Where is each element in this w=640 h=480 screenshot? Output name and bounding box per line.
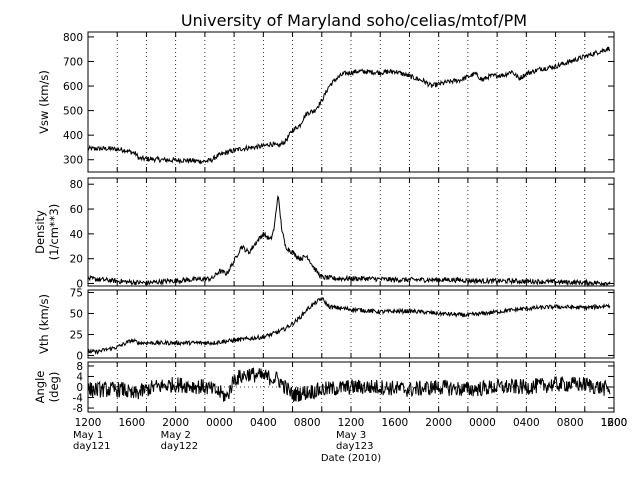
y-tick-label-density: 80 <box>70 179 83 191</box>
x-tick-label: 1600 <box>601 417 628 429</box>
date-label-day: day123 <box>336 441 373 452</box>
x-tick-label: 1200 <box>601 417 628 429</box>
y-axis-label-vsw: Vsw (km/s) <box>37 70 51 134</box>
x-tick-label: 0800 <box>557 417 584 429</box>
y-tick-label-angle: 4 <box>76 371 83 383</box>
y-tick-label-vsw: 500 <box>63 106 83 118</box>
chart-title: University of Maryland soho/celias/mtof/… <box>181 11 527 30</box>
y-tick-label-vsw: 400 <box>63 130 83 142</box>
x-tick-label: 1200 <box>338 417 365 429</box>
y-axis-label-density: (1/cm**3) <box>47 204 61 261</box>
y-axis-label-angle: Angle <box>33 371 47 404</box>
date-label-month: May 1 <box>73 430 103 441</box>
y-axis-label-angle: (deg) <box>47 372 61 403</box>
y-tick-label-vsw: 700 <box>63 56 83 68</box>
x-tick-label: 0000 <box>469 417 496 429</box>
date-label-day: day122 <box>161 441 198 452</box>
x-tick-label: 0400 <box>250 417 277 429</box>
date-label-month: May 2 <box>161 430 191 441</box>
y-axis-label-vth: Vth (km/s) <box>37 294 51 354</box>
x-tick-label: 1600 <box>381 417 408 429</box>
y-tick-label-vsw: 600 <box>63 81 83 93</box>
x-tick-label: 1200 <box>75 417 102 429</box>
y-tick-label-angle: -8 <box>73 403 83 415</box>
x-axis-label: Date (2010) <box>321 453 381 464</box>
x-tick-label: 0000 <box>206 417 233 429</box>
y-axis-label-density: Density <box>33 210 47 254</box>
y-tick-label-angle: 8 <box>76 361 83 373</box>
x-tick-label: 0400 <box>513 417 540 429</box>
y-tick-label-vsw: 300 <box>63 155 83 167</box>
x-tick-label: 0800 <box>294 417 321 429</box>
y-tick-label-vth: 50 <box>70 309 83 321</box>
date-label-month: May 3 <box>336 430 366 441</box>
x-tick-label: 2000 <box>425 417 452 429</box>
y-tick-label-vth: 25 <box>70 329 83 341</box>
x-tick-label: 2000 <box>162 417 189 429</box>
panel-frame-vth <box>87 289 615 359</box>
y-tick-label-vsw: 800 <box>63 32 83 44</box>
series-line-vth <box>88 296 611 355</box>
date-label-day: day121 <box>73 441 110 452</box>
y-tick-label-density: 60 <box>70 204 83 216</box>
y-tick-label-density: 40 <box>70 229 83 241</box>
y-tick-label-density: 0 <box>76 279 83 291</box>
y-tick-label-vth: 75 <box>70 288 83 300</box>
series-line-angle <box>87 367 611 403</box>
series-line-vsw <box>87 46 611 165</box>
y-tick-label-density: 20 <box>70 254 83 266</box>
y-tick-label-angle: 0 <box>76 382 83 394</box>
series-line-density <box>87 194 611 287</box>
x-tick-label: 1600 <box>118 417 145 429</box>
y-tick-label-vth: 0 <box>76 350 83 362</box>
y-tick-label-angle: -4 <box>73 393 84 405</box>
